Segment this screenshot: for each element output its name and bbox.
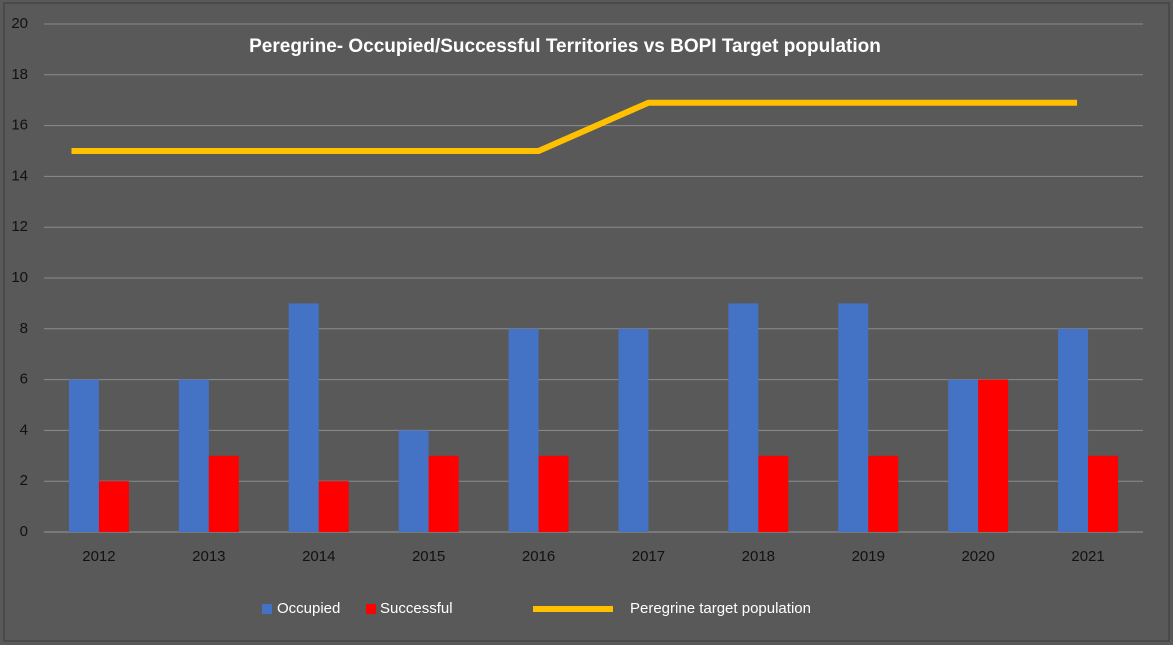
legend-label: Successful — [380, 600, 453, 617]
bar — [838, 303, 869, 532]
bar — [428, 455, 459, 532]
y-tick-label: 6 — [20, 371, 28, 388]
x-tick-label: 2018 — [742, 548, 775, 565]
x-tick-label: 2017 — [632, 548, 665, 565]
legend-swatch — [366, 604, 376, 614]
y-tick-label: 20 — [11, 15, 28, 32]
y-tick-label: 8 — [20, 320, 28, 337]
legend-label: Peregrine target population — [630, 600, 811, 617]
bar — [538, 455, 569, 532]
x-tick-label: 2016 — [522, 548, 555, 565]
y-tick-label: 4 — [20, 421, 28, 438]
line — [71, 99, 1078, 154]
x-tick-label: 2019 — [852, 548, 885, 565]
bar — [618, 328, 649, 532]
y-tick-label: 14 — [11, 167, 28, 184]
chart-title: Peregrine- Occupied/Successful Territori… — [249, 36, 881, 57]
bar — [1088, 455, 1119, 532]
bar — [318, 481, 349, 532]
x-tick-label: 2015 — [412, 548, 445, 565]
legend-swatch — [262, 604, 272, 614]
x-tick-label: 2014 — [302, 548, 335, 565]
bar — [948, 379, 979, 532]
x-tick-label: 2012 — [82, 548, 115, 565]
bar — [728, 303, 759, 532]
chart-border — [3, 2, 1170, 642]
y-tick-label: 10 — [11, 269, 28, 286]
y-tick-label: 16 — [11, 117, 28, 134]
y-tick-label: 12 — [11, 218, 28, 235]
bar — [868, 455, 899, 532]
bar — [68, 379, 99, 532]
legend-label: Occupied — [277, 600, 340, 617]
y-tick-label: 2 — [20, 472, 28, 489]
bar — [398, 430, 429, 532]
x-tick-label: 2020 — [961, 548, 994, 565]
bar — [508, 328, 539, 532]
x-tick-label: 2021 — [1071, 548, 1104, 565]
bar — [288, 303, 319, 532]
bar — [178, 379, 209, 532]
bar — [978, 379, 1009, 532]
y-tick-label: 0 — [20, 523, 28, 540]
bar — [208, 455, 239, 532]
x-tick-label: 2013 — [192, 548, 225, 565]
y-tick-label: 18 — [11, 66, 28, 83]
bar — [1058, 328, 1089, 532]
bar — [98, 481, 129, 532]
bar — [758, 455, 789, 532]
